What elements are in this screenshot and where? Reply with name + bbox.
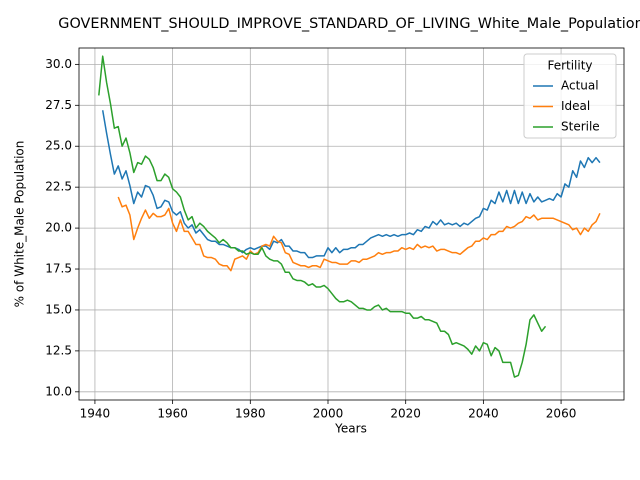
y-tick-label: 22.5 [45,180,72,194]
data-line [101,110,601,259]
data-line [98,55,547,378]
x-tick-label: 2000 [313,407,344,421]
y-tick-label: 10.0 [45,384,72,398]
legend-box [523,53,617,139]
plot-frame [78,47,625,401]
legend: Fertility Actual Ideal Sterile [523,53,617,139]
y-axis-label: % of White_Male Population [13,141,27,308]
x-tick-label: 1960 [157,407,188,421]
legend-title: Fertility [547,59,592,73]
chart-title: GOVERNMENT_SHOULD_IMPROVE_STANDARD_OF_LI… [58,16,640,32]
y-tick-label: 17.5 [45,262,72,276]
y-tick-label: 27.5 [45,98,72,112]
x-tick-label: 2020 [390,407,421,421]
y-tick-label: 12.5 [45,343,72,357]
y-tick-label: 30.0 [45,57,72,71]
legend-label: Actual [561,79,599,93]
y-tick-label: 15.0 [45,302,72,316]
x-tick-label: 1980 [235,407,266,421]
y-tick-label: 25.0 [45,139,72,153]
legend-label: Sterile [561,120,600,134]
x-tick-label: 1940 [80,407,111,421]
y-tick-label: 20.0 [45,221,72,235]
legend-label: Ideal [561,99,590,113]
x-tick-label: 2060 [546,407,577,421]
x-tick-label: 2040 [468,407,499,421]
data-line [117,196,601,272]
x-axis-label: Years [334,422,367,436]
